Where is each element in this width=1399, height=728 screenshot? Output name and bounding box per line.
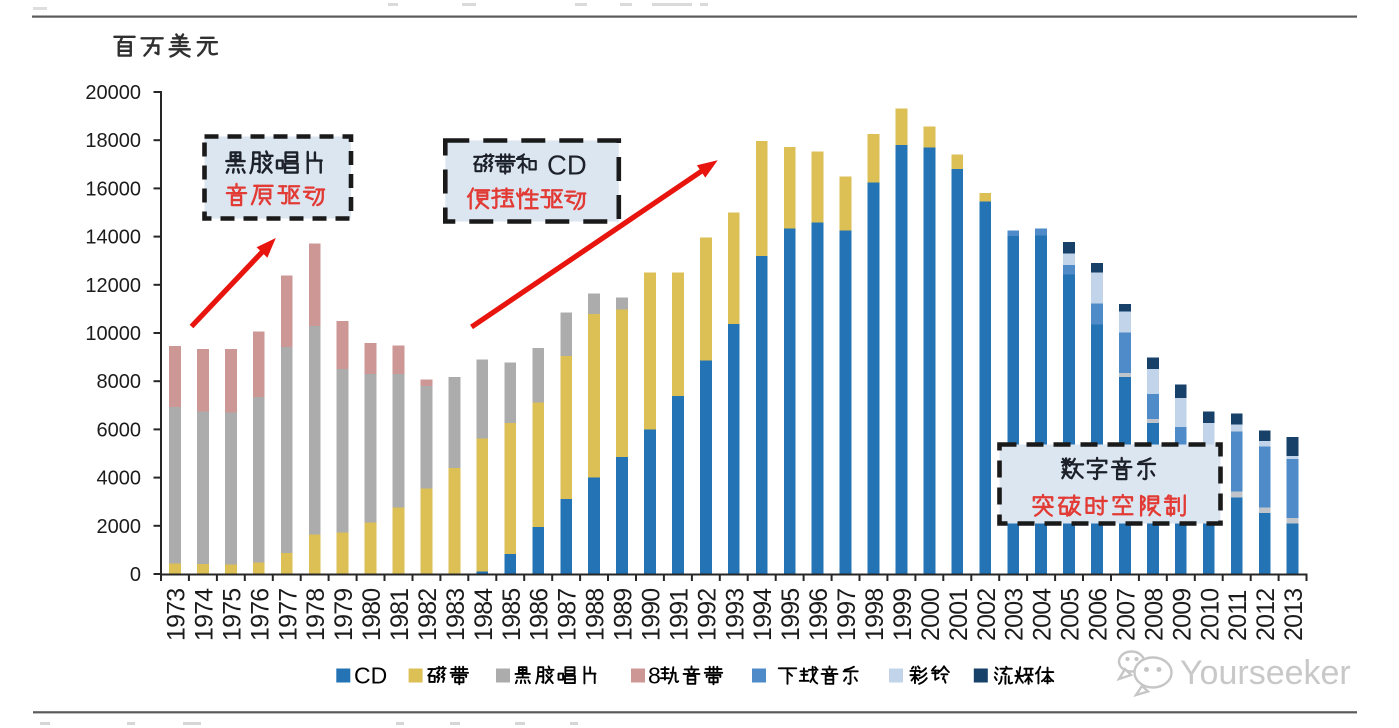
svg-text:2008: 2008: [1140, 589, 1168, 641]
svg-text:1997: 1997: [833, 589, 861, 641]
svg-text:CD: CD: [547, 150, 587, 181]
svg-text:2010: 2010: [1196, 589, 1224, 641]
svg-text:1982: 1982: [414, 589, 442, 641]
svg-text:1974: 1974: [190, 588, 218, 641]
svg-text:2001: 2001: [945, 589, 973, 641]
svg-text:1979: 1979: [330, 589, 358, 641]
svg-text:1996: 1996: [805, 589, 833, 641]
svg-text:2006: 2006: [1085, 589, 1113, 641]
svg-text:1990: 1990: [638, 589, 666, 641]
svg-text:8: 8: [648, 663, 661, 689]
svg-text:8000: 8000: [97, 371, 142, 393]
svg-text:1984: 1984: [470, 588, 498, 641]
svg-text:1991: 1991: [665, 589, 693, 641]
svg-text:1995: 1995: [777, 589, 805, 641]
svg-text:1986: 1986: [526, 589, 554, 641]
svg-text:1980: 1980: [358, 589, 386, 641]
svg-text:1989: 1989: [610, 589, 638, 641]
svg-text:1988: 1988: [582, 589, 610, 641]
svg-text:10000: 10000: [85, 323, 141, 345]
svg-text:2007: 2007: [1113, 589, 1141, 641]
svg-text:2000: 2000: [97, 516, 142, 538]
svg-text:14000: 14000: [85, 227, 141, 249]
svg-text:1985: 1985: [498, 589, 526, 641]
svg-text:12000: 12000: [85, 275, 141, 297]
svg-text:2009: 2009: [1168, 589, 1196, 641]
svg-text:0: 0: [130, 564, 141, 586]
svg-text:2013: 2013: [1280, 589, 1308, 641]
svg-text:1999: 1999: [889, 589, 917, 641]
svg-text:1975: 1975: [218, 589, 246, 641]
svg-text:1998: 1998: [861, 589, 889, 641]
svg-text:2003: 2003: [1001, 589, 1029, 641]
svg-text:1987: 1987: [554, 589, 582, 641]
svg-text:2000: 2000: [917, 589, 945, 641]
svg-text:Yourseeker: Yourseeker: [1180, 654, 1351, 692]
svg-text:4000: 4000: [97, 468, 142, 490]
svg-text:1992: 1992: [693, 589, 721, 641]
svg-text:2005: 2005: [1057, 589, 1085, 641]
svg-text:6000: 6000: [97, 419, 142, 441]
svg-text:2012: 2012: [1252, 589, 1280, 641]
svg-text:18000: 18000: [85, 130, 141, 152]
svg-text:1977: 1977: [274, 589, 302, 641]
svg-text:20000: 20000: [85, 82, 141, 104]
svg-text:16000: 16000: [85, 178, 141, 200]
svg-text:2004: 2004: [1029, 588, 1057, 641]
svg-text:1981: 1981: [386, 589, 414, 641]
svg-text:1983: 1983: [442, 589, 470, 641]
svg-text:1978: 1978: [302, 589, 330, 641]
svg-text:1973: 1973: [163, 589, 191, 641]
svg-text:1976: 1976: [246, 589, 274, 641]
svg-text:1993: 1993: [721, 589, 749, 641]
svg-text:2011: 2011: [1224, 590, 1252, 641]
svg-text:1994: 1994: [749, 588, 777, 641]
svg-text:CD: CD: [354, 663, 387, 689]
svg-text:2002: 2002: [973, 589, 1001, 641]
